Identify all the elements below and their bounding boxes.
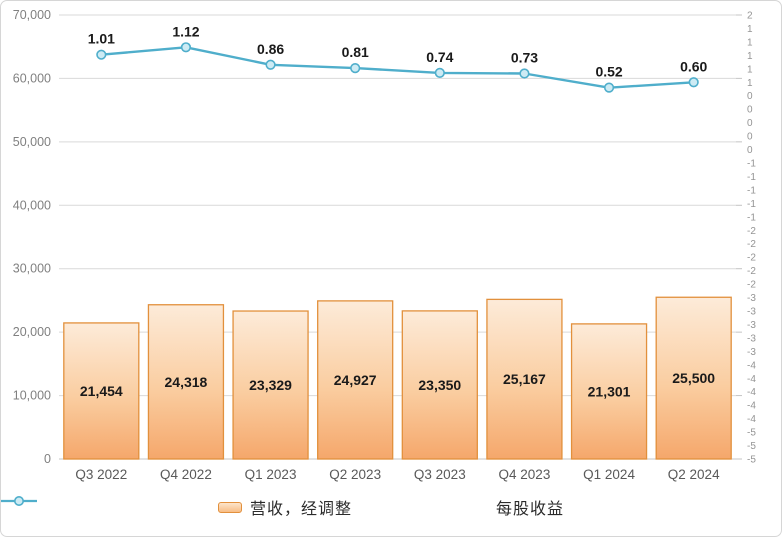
secondary-axis-label: -4 [747,360,756,371]
eps-marker [603,82,615,93]
secondary-axis-label: 2 [747,11,753,22]
eps-marker [519,68,530,79]
eps-line [101,46,694,89]
primary-axis-label: 40,000 [13,198,51,212]
category-label: Q2 2024 [668,467,720,482]
secondary-axis-label: -5 [747,455,756,466]
eps-marker [350,63,361,74]
secondary-axis-label: -2 [747,253,756,264]
primary-axis-label: 0 [44,452,51,466]
eps-label: 0.74 [426,49,453,65]
eps-label: 0.52 [595,64,622,80]
legend-label-revenue: 营收，经调整 [249,501,352,518]
secondary-axis-label: -1 [747,159,756,170]
legend-label-eps: 每股收益 [496,501,565,518]
secondary-axis-label: 0 [747,145,753,156]
revenue-bar [232,310,309,460]
eps-marker [180,42,192,53]
legend-item-eps: 每股收益 [1,495,565,519]
secondary-axis-label: 0 [747,105,753,116]
secondary-axis-label: -3 [747,320,756,331]
primary-axis-label: 60,000 [13,71,51,85]
eps-marker [265,59,276,70]
secondary-axis-label: -5 [747,428,756,439]
secondary-axis-label: -4 [747,387,756,398]
secondary-axis-label: -3 [747,333,756,344]
eps-label: 1.01 [88,31,115,47]
primary-axis-label: 20,000 [13,325,51,339]
secondary-axis-label: -1 [747,172,756,183]
eps-label: 0.73 [511,50,538,66]
secondary-axis-label: 1 [747,51,753,62]
revenue-bar-label: 21,301 [588,383,631,399]
legend-item-revenue: 营收，经调整 [217,495,352,519]
secondary-axis-label: -1 [747,199,756,210]
revenue-bar [63,322,140,460]
secondary-axis-label: 1 [747,24,753,35]
secondary-axis-label: -3 [747,307,756,318]
primary-axis-label: 10,000 [13,389,51,403]
secondary-axis-label: 0 [747,132,753,143]
primary-axis-label: 30,000 [13,262,51,276]
secondary-axis-label: 0 [747,91,753,102]
secondary-axis-label: -4 [747,374,756,385]
secondary-axis-label: -2 [747,266,756,277]
legend: 营收，经调整 每股收益 [1,495,781,519]
secondary-axis-label: -1 [747,185,756,196]
eps-label: 0.86 [257,41,284,57]
category-label: Q3 2022 [75,467,127,482]
category-label: Q3 2023 [414,467,466,482]
secondary-axis-label: -4 [747,401,756,412]
secondary-axis-label: 0 [747,118,753,129]
eps-label: 1.12 [172,23,199,39]
secondary-axis-label: -3 [747,293,756,304]
secondary-axis-label: -2 [747,280,756,291]
category-label: Q1 2023 [245,467,297,482]
revenue-bar-label: 25,500 [672,370,715,386]
revenue-bar-label: 23,350 [418,377,461,393]
line-marker-swatch-icon [1,496,488,513]
secondary-axis-label: -4 [747,414,756,425]
secondary-axis-label: -2 [747,226,756,237]
revenue-bar [486,298,563,460]
category-label: Q2 2023 [329,467,381,482]
revenue-bar-label: 21,454 [80,383,123,399]
eps-marker [434,67,445,78]
revenue-bar-label: 24,318 [165,374,208,390]
secondary-axis-label: -5 [747,441,756,452]
revenue-bar [317,300,394,460]
secondary-axis-label: -3 [747,347,756,358]
revenue-bar [655,296,732,460]
revenue-bar [147,304,225,460]
category-label: Q4 2022 [160,467,212,482]
bar-swatch-icon [217,501,242,513]
secondary-axis-label: -2 [747,239,756,250]
eps-label: 0.81 [342,44,369,60]
revenue-bar-label: 23,329 [249,377,292,393]
secondary-axis-label: 1 [747,64,753,75]
category-label: Q1 2024 [583,467,635,482]
eps-marker [688,77,699,88]
revenue-bar-label: 24,927 [334,372,377,388]
secondary-axis-label: 1 [747,78,753,89]
revenue-bar [401,310,478,460]
primary-axis-label: 70,000 [13,8,51,22]
primary-axis-label: 50,000 [13,135,51,149]
revenue-bar-label: 25,167 [503,371,546,387]
eps-label: 0.60 [680,58,707,74]
revenue-bar [570,323,648,460]
category-label: Q4 2023 [499,467,551,482]
secondary-axis-label: -1 [747,212,756,223]
eps-marker [96,49,107,60]
secondary-axis-label: 1 [747,37,753,48]
